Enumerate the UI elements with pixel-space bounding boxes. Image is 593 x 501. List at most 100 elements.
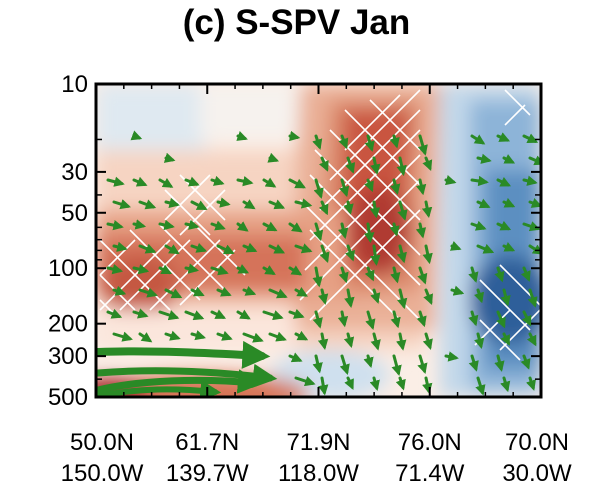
vector-arrow — [444, 175, 457, 186]
vector-arrow — [417, 266, 428, 285]
vector-arrow — [184, 263, 199, 274]
vector-arrow — [184, 219, 200, 230]
vector-arrow — [210, 265, 229, 276]
vector-arrow — [112, 285, 127, 296]
vector-arrow — [294, 198, 313, 209]
vector-arrow — [294, 243, 313, 254]
vector-arrow — [470, 220, 487, 231]
vector-arrow — [312, 354, 323, 374]
vector-arrow — [522, 133, 539, 143]
x-tick-label-top: 61.7N — [175, 429, 239, 456]
vector-arrow — [496, 310, 506, 329]
vector-arrow — [236, 309, 251, 320]
vector-arrow — [520, 354, 531, 370]
vector-arrow — [319, 244, 330, 264]
chart-title: (c) S-SPV Jan — [182, 3, 411, 42]
vector-arrow — [390, 178, 401, 195]
vector-arrow — [338, 222, 349, 239]
x-tick-label-bottom: 71.4W — [395, 460, 465, 487]
vector-arrow — [313, 222, 324, 242]
vector-arrow — [390, 310, 401, 329]
vector-arrow — [343, 332, 355, 348]
x-axis: 50.0N 150.0W 61.7N 139.7W 71.9N 118.0W 76.0N 71… — [61, 84, 572, 487]
vector-arrow — [525, 376, 536, 391]
contour-region — [350, 185, 410, 275]
vector-arrow — [494, 266, 505, 283]
vector-arrow — [210, 309, 227, 319]
x-tick-label-bottom: 139.7W — [166, 460, 249, 487]
vector-arrow — [164, 288, 183, 299]
vector-arrow — [496, 220, 512, 231]
x-tick-label-top: 70.0N — [505, 429, 569, 456]
y-tick-label: 500 — [48, 384, 88, 411]
vector-arrow — [496, 176, 511, 187]
vector-arrow — [158, 264, 173, 275]
vector-arrow — [184, 176, 200, 187]
vector-arrow — [417, 354, 428, 375]
vector-arrow — [345, 156, 356, 174]
vector-arrow — [502, 241, 516, 252]
x-tick-label-top: 50.0N — [70, 429, 134, 456]
vector-arrow — [112, 199, 131, 210]
vector-arrow — [338, 134, 349, 150]
vector-arrow — [242, 242, 258, 253]
vector-arrow — [267, 152, 280, 163]
strong-vectors — [96, 340, 278, 397]
vector-arrow — [370, 244, 381, 266]
vector-arrow — [236, 221, 249, 232]
vector-arrow — [106, 263, 124, 275]
vector-arrow — [294, 286, 308, 297]
vector-arrow — [288, 265, 303, 276]
vector-arrow — [288, 222, 303, 233]
vector-arrow — [288, 178, 306, 189]
vector-arrow — [164, 244, 180, 255]
vector-arrow — [312, 134, 323, 150]
vector-arrow — [106, 308, 123, 319]
vector-arrow — [96, 340, 271, 369]
vector-arrow — [396, 156, 407, 177]
vector-arrow — [312, 266, 323, 288]
vector-arrow — [210, 220, 226, 231]
vector-arrow — [475, 376, 486, 396]
vector-arrow — [520, 266, 531, 282]
vector-arrow — [132, 176, 148, 187]
vector-arrow — [396, 332, 407, 351]
vector-arrow — [364, 266, 375, 282]
vector-arrow — [262, 310, 284, 321]
vector-arrow — [343, 200, 354, 215]
vector-arrow — [242, 332, 264, 343]
vector-arrow — [138, 287, 158, 298]
vector-arrow — [423, 288, 433, 305]
vector-arrow — [468, 266, 479, 283]
vector-arrow — [397, 200, 408, 221]
vector-arrow — [397, 288, 408, 310]
vector-arrow — [294, 330, 309, 341]
vector-arrow — [527, 288, 538, 308]
x-tick-label-top: 76.0N — [398, 429, 462, 456]
vector-arrow — [468, 310, 479, 327]
y-tick-label: 300 — [48, 343, 88, 370]
vector-arrow — [396, 244, 407, 264]
vector-arrow — [268, 288, 288, 299]
vector-arrow — [158, 177, 174, 188]
vector-arrow — [500, 288, 511, 307]
vector-arrow — [369, 200, 381, 219]
vector-arrow — [395, 376, 406, 391]
vector-arrow — [344, 288, 355, 308]
vector-arrow — [389, 134, 400, 149]
vector-arrow — [468, 354, 479, 372]
vector-arrow — [502, 197, 516, 208]
vector-arrow — [312, 310, 323, 329]
vector-arrow — [158, 310, 180, 321]
y-tick-label: 200 — [48, 311, 88, 338]
vector-arrow — [190, 242, 208, 253]
vector-arrow — [476, 153, 492, 164]
vector-arrow — [216, 330, 233, 341]
vector-arrow — [370, 288, 381, 304]
vector-arrow — [415, 222, 427, 239]
vector-arrow — [526, 332, 537, 347]
vector-arrow — [391, 354, 402, 377]
vector-arrow — [190, 286, 205, 297]
vector-arrow — [319, 156, 329, 172]
vector-arrow — [470, 175, 489, 187]
